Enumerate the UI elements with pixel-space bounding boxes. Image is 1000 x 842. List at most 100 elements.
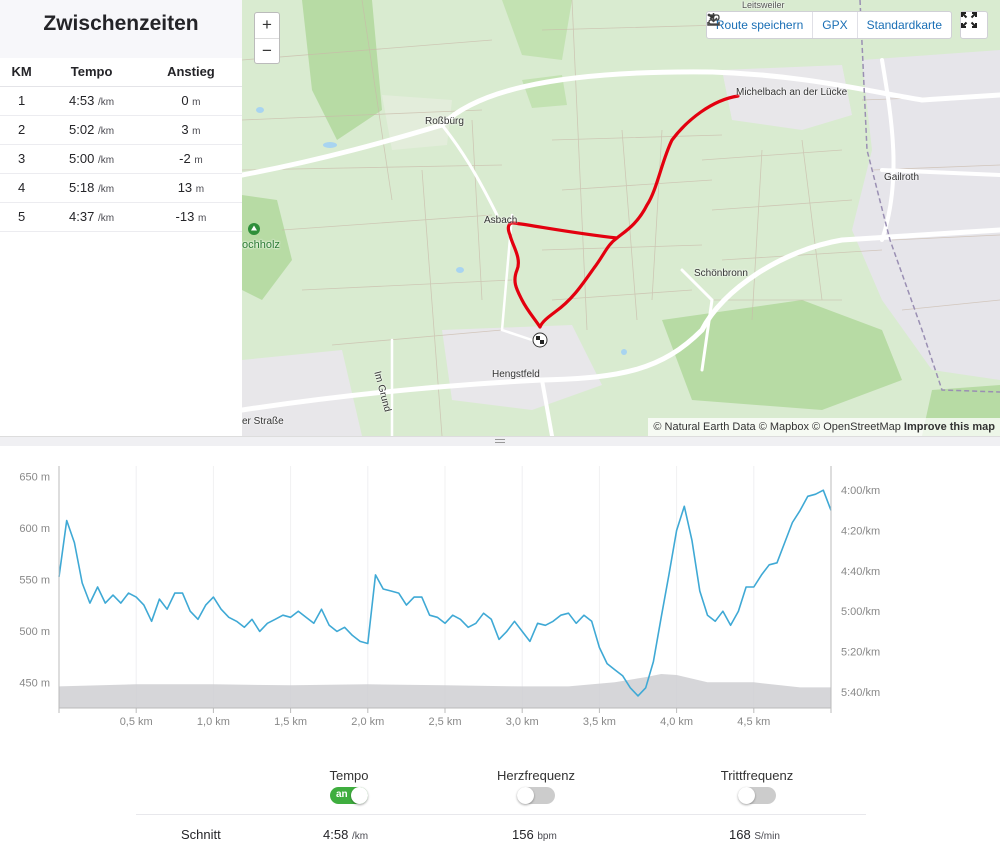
x-tick-label: 0,5 km [120,716,153,728]
x-tick-label: 4,5 km [737,716,770,728]
split-elev-value: -13 [175,209,195,224]
improve-map-link[interactable]: Improve this map [903,421,995,433]
save-route-button[interactable]: Route speichern [707,12,814,38]
zoom-control: + − [254,12,280,64]
split-elev-unit: m [194,155,203,166]
y-right-tick-label: 5:40/km [841,687,880,699]
split-elev-unit: m [192,126,201,137]
metrics-panel: Tempo an Herzfrequenz Trittfrequenz Schn… [0,760,1000,842]
split-pace: 5:02 /km [43,115,140,145]
metric-cadence: Trittfrequenz [677,768,837,807]
left-town-area [242,350,362,436]
grip-icon [495,439,505,443]
split-elevation: 13 m [139,173,242,203]
water-bodies [256,107,627,355]
map-toolbar: Route speichern GPX Standardkarte [705,11,952,39]
elevation-area [59,674,831,708]
toggle-knob [517,787,534,804]
splits-title: Zwischenzeiten [0,0,242,58]
attribution-text[interactable]: © Natural Earth Data © Mapbox © OpenStre… [653,421,901,433]
metric-heart-rate: Herzfrequenz [456,768,616,807]
toggle-knob [738,787,755,804]
splits-panel: Zwischenzeiten KM Tempo Anstieg 1 4:53 /k… [0,0,242,436]
pace-line [58,489,832,697]
split-elevation: 0 m [139,86,242,116]
average-heart-rate: 156 bpm [512,827,557,842]
average-pace: 4:58 /km [323,827,368,842]
heart-rate-toggle[interactable] [517,787,555,804]
split-pace-unit: /km [97,126,115,137]
forest-1 [302,0,382,140]
y-right-tick-label: 5:20/km [841,647,880,659]
pace-toggle-text: an [336,789,348,800]
x-tick-label: 3,5 km [583,716,616,728]
gpx-label: GPX [822,18,848,32]
split-row: 4 5:18 /km 13 m [0,173,242,203]
split-km: 2 [0,115,44,145]
split-pace-unit: /km [97,155,115,166]
split-elev-value: 13 [177,180,193,195]
map-style-select[interactable]: Standardkarte [708,12,951,38]
roads [242,58,1000,436]
split-elevation: -2 m [139,144,242,174]
map-style-label: Standardkarte [866,18,942,32]
y-left-tick-label: 650 m [19,471,50,483]
y-left-tick-label: 550 m [19,574,50,586]
place-label-asbach: Asbach [484,215,518,226]
splits-table: KM Tempo Anstieg 1 4:53 /km 0 m 2 5:02 /km 3 … [0,58,242,232]
average-pace-unit: /km [351,831,369,842]
split-elev-value: 3 [181,122,189,137]
average-hr-value: 156 [512,827,534,842]
x-tick-label: 1,5 km [274,716,307,728]
split-elevation: -13 m [139,202,242,232]
split-pace: 4:53 /km [43,86,140,116]
route-map[interactable]: Michelbach an der Lücke Roßbürg Gailroth… [242,0,1000,436]
place-label-hengstfeld: Hengstfeld [492,369,540,380]
average-label: Schnitt [181,827,221,842]
average-pace-value: 4:58 [323,827,349,842]
place-label-gailroth: Gailroth [884,172,920,183]
state-boundary [859,0,1000,393]
zoom-in-button[interactable]: + [262,15,272,34]
zoom-out-button[interactable]: − [255,38,279,63]
pace-elevation-chart[interactable]: 0,5 km 1,0 km 1,5 km 2,0 km 2,5 km 3,0 km 3,5 … [0,446,1000,736]
forest-3 [662,300,902,410]
x-tick-label: 2,0 km [351,716,384,728]
gpx-download-button[interactable]: GPX [707,12,858,38]
place-label-schonbronn: Schönbronn [694,268,748,279]
chart-grid [135,466,755,708]
x-tick-label: 3,0 km [506,716,539,728]
split-km: 3 [0,144,44,174]
y-right-tick-label: 4:20/km [841,526,880,538]
chart-axes: 0,5 km 1,0 km 1,5 km 2,0 km 2,5 km 3,0 km 3,5 … [19,466,880,728]
street-label-strasse: er Straße [242,416,284,427]
split-elev-value: 0 [181,93,189,108]
pace-toggle[interactable]: an [330,787,368,804]
panel-resize-handle[interactable] [0,436,1000,446]
y-left-tick-label: 600 m [19,523,50,535]
metric-heart-rate-label: Herzfrequenz [496,768,576,783]
header-pace: Tempo [43,58,140,87]
y-right-tick-label: 5:00/km [841,606,880,618]
cadence-toggle[interactable] [738,787,776,804]
map-attribution: © Natural Earth Data © Mapbox © OpenStre… [648,418,1000,436]
split-pace-unit: /km [97,213,115,224]
fullscreen-button[interactable] [960,11,988,39]
split-pace-value: 4:53 [69,93,95,108]
metric-pace-label: Tempo [329,768,369,783]
finish-flag-icon [532,332,548,348]
map-canvas[interactable] [242,0,1000,436]
y-left-tick-label: 450 m [19,677,50,689]
hengstfeld-area [442,325,602,410]
split-pace: 5:18 /km [43,173,140,203]
chevron-down-icon [708,15,716,19]
header-km: KM [0,58,44,87]
split-row: 5 4:37 /km -13 m [0,202,242,232]
forest-4 [502,0,572,60]
split-pace-value: 4:37 [69,209,95,224]
split-km: 4 [0,173,44,203]
split-km: 1 [0,86,44,116]
average-cad-unit: S/min [754,831,780,842]
split-pace-value: 5:02 [69,122,95,137]
x-tick-label: 4,0 km [660,716,693,728]
